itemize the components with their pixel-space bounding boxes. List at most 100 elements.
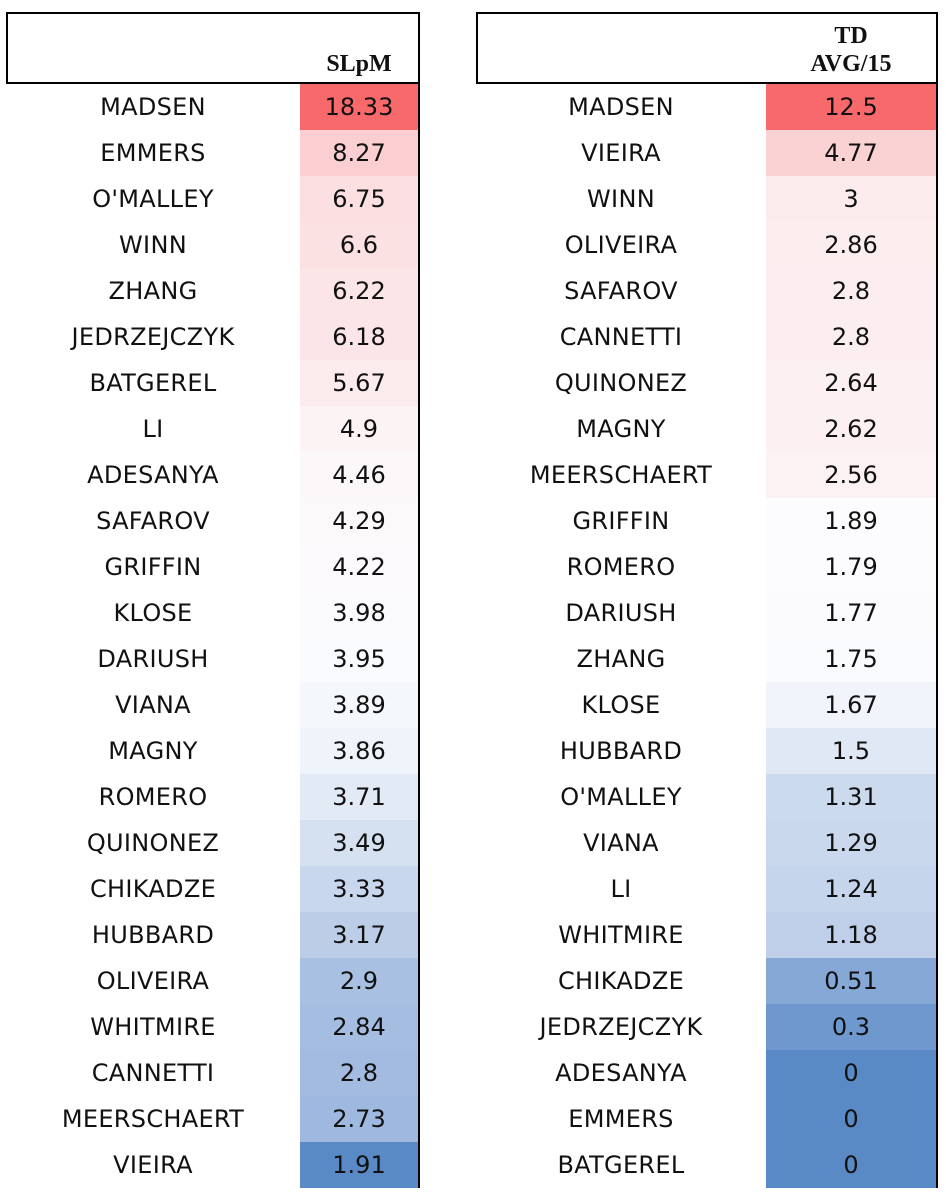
table-row: ZHANG 6.22: [6, 268, 420, 314]
table-row: HUBBARD 1.5: [476, 728, 938, 774]
stat-value: 3.33: [300, 866, 420, 912]
stat-value: 2.73: [300, 1096, 420, 1142]
fighter-name: JEDRZEJCZYK: [539, 1013, 703, 1041]
stat-value: 18.33: [300, 84, 420, 130]
fighter-name: O'MALLEY: [560, 783, 682, 811]
stat-value: 0.51: [766, 958, 938, 1004]
fighter-name: BATGEREL: [89, 369, 217, 397]
table-row: CANNETTI 2.8: [476, 314, 938, 360]
fighter-name: JEDRZEJCZYK: [71, 323, 235, 351]
fighter-name: GRIFFIN: [572, 507, 670, 535]
table-row: LI 4.9: [6, 406, 420, 452]
table-row: MADSEN 18.33: [6, 84, 420, 130]
table-row: DARIUSH 1.77: [476, 590, 938, 636]
fighter-name: O'MALLEY: [92, 185, 214, 213]
stat-value: 3.86: [300, 728, 420, 774]
fighter-name: WHITMIRE: [558, 921, 684, 949]
stat-value: 1.89: [766, 498, 938, 544]
stat-value: 3.98: [300, 590, 420, 636]
table-row: KLOSE 3.98: [6, 590, 420, 636]
table-row: EMMERS 8.27: [6, 130, 420, 176]
stat-value: 4.46: [300, 452, 420, 498]
fighter-name: KLOSE: [113, 599, 193, 627]
fighter-name: VIANA: [115, 691, 191, 719]
table-row: CHIKADZE 0.51: [476, 958, 938, 1004]
fighter-name: KLOSE: [581, 691, 661, 719]
fighter-name: GRIFFIN: [104, 553, 202, 581]
table-row: KLOSE 1.67: [476, 682, 938, 728]
stat-value: 8.27: [300, 130, 420, 176]
fighter-name: EMMERS: [100, 139, 206, 167]
fighter-name: CANNETTI: [91, 1059, 215, 1087]
table-row: QUINONEZ 3.49: [6, 820, 420, 866]
stat-value: 1.31: [766, 774, 938, 820]
slpm-rows: MADSEN 18.33 EMMERS 8.27 O'MALLEY 6.75 WINN 6.6…: [6, 84, 420, 1188]
slpm-table: SLpM MADSEN 18.33 EMMERS 8.27 O'MALLEY 6.75 WI…: [6, 12, 420, 1188]
stat-value: 4.29: [300, 498, 420, 544]
stat-value: 2.84: [300, 1004, 420, 1050]
table-row: WINN 3: [476, 176, 938, 222]
table-row: VIEIRA 4.77: [476, 130, 938, 176]
fighter-name: ADESANYA: [87, 461, 219, 489]
stat-value: 2.64: [766, 360, 938, 406]
fighter-name: SAFAROV: [564, 277, 678, 305]
fighter-name: WINN: [587, 185, 655, 213]
fighter-name: ROMERO: [566, 553, 676, 581]
stat-value: 0: [766, 1050, 938, 1096]
fighter-name: HUBBARD: [559, 737, 683, 765]
table-row: SAFAROV 4.29: [6, 498, 420, 544]
stat-value: 2.62: [766, 406, 938, 452]
stat-value: 0: [766, 1096, 938, 1142]
stat-value: 3: [766, 176, 938, 222]
stat-value: 1.5: [766, 728, 938, 774]
stat-value: 1.18: [766, 912, 938, 958]
fighter-name: WHITMIRE: [90, 1013, 216, 1041]
fighter-name: ZHANG: [576, 645, 666, 673]
stat-value: 4.77: [766, 130, 938, 176]
stat-value: 3.89: [300, 682, 420, 728]
fighter-name: EMMERS: [568, 1105, 674, 1133]
table-row: WHITMIRE 1.18: [476, 912, 938, 958]
fighter-name: LI: [610, 875, 632, 903]
table-row: BATGEREL 5.67: [6, 360, 420, 406]
fighter-name: MEERSCHAERT: [61, 1105, 245, 1133]
table-row: MAGNY 3.86: [6, 728, 420, 774]
fighter-name: QUINONEZ: [554, 369, 688, 397]
fighter-name: MADSEN: [100, 93, 206, 121]
stat-value: 2.86: [766, 222, 938, 268]
stat-value: 6.75: [300, 176, 420, 222]
fighter-name: QUINONEZ: [86, 829, 220, 857]
table-row: O'MALLEY 6.75: [6, 176, 420, 222]
td-avg-header-label: TD AVG/15: [810, 23, 892, 77]
table-row: EMMERS 0: [476, 1096, 938, 1142]
stat-value: 5.67: [300, 360, 420, 406]
stat-value: 6.18: [300, 314, 420, 360]
stat-value: 1.67: [766, 682, 938, 728]
fighter-name: ADESANYA: [555, 1059, 687, 1087]
table-row: CHIKADZE 3.33: [6, 866, 420, 912]
td-avg-rows: MADSEN 12.5 VIEIRA 4.77 WINN 3 OLIVEIRA 2.86 SAF…: [476, 84, 938, 1188]
fighter-name: WINN: [119, 231, 187, 259]
table-row: JEDRZEJCZYK 0.3: [476, 1004, 938, 1050]
table-row: MEERSCHAERT 2.56: [476, 452, 938, 498]
fighter-name: CANNETTI: [559, 323, 683, 351]
table-row: VIANA 3.89: [6, 682, 420, 728]
table-row: DARIUSH 3.95: [6, 636, 420, 682]
table-row: ROMERO 1.79: [476, 544, 938, 590]
fighter-name: CHIKADZE: [557, 967, 685, 995]
table-row: GRIFFIN 1.89: [476, 498, 938, 544]
table-row: BATGEREL 0: [476, 1142, 938, 1188]
td-avg-header: TD AVG/15: [476, 12, 938, 84]
stat-value: 3.95: [300, 636, 420, 682]
fighter-name: VIANA: [583, 829, 659, 857]
fighter-name: VIEIRA: [581, 139, 661, 167]
table-row: VIANA 1.29: [476, 820, 938, 866]
table-row: MEERSCHAERT 2.73: [6, 1096, 420, 1142]
fighter-name: LI: [142, 415, 164, 443]
table-row: WINN 6.6: [6, 222, 420, 268]
table-row: GRIFFIN 4.22: [6, 544, 420, 590]
table-row: HUBBARD 3.17: [6, 912, 420, 958]
stat-value: 3.17: [300, 912, 420, 958]
table-row: MADSEN 12.5: [476, 84, 938, 130]
table-row: MAGNY 2.62: [476, 406, 938, 452]
